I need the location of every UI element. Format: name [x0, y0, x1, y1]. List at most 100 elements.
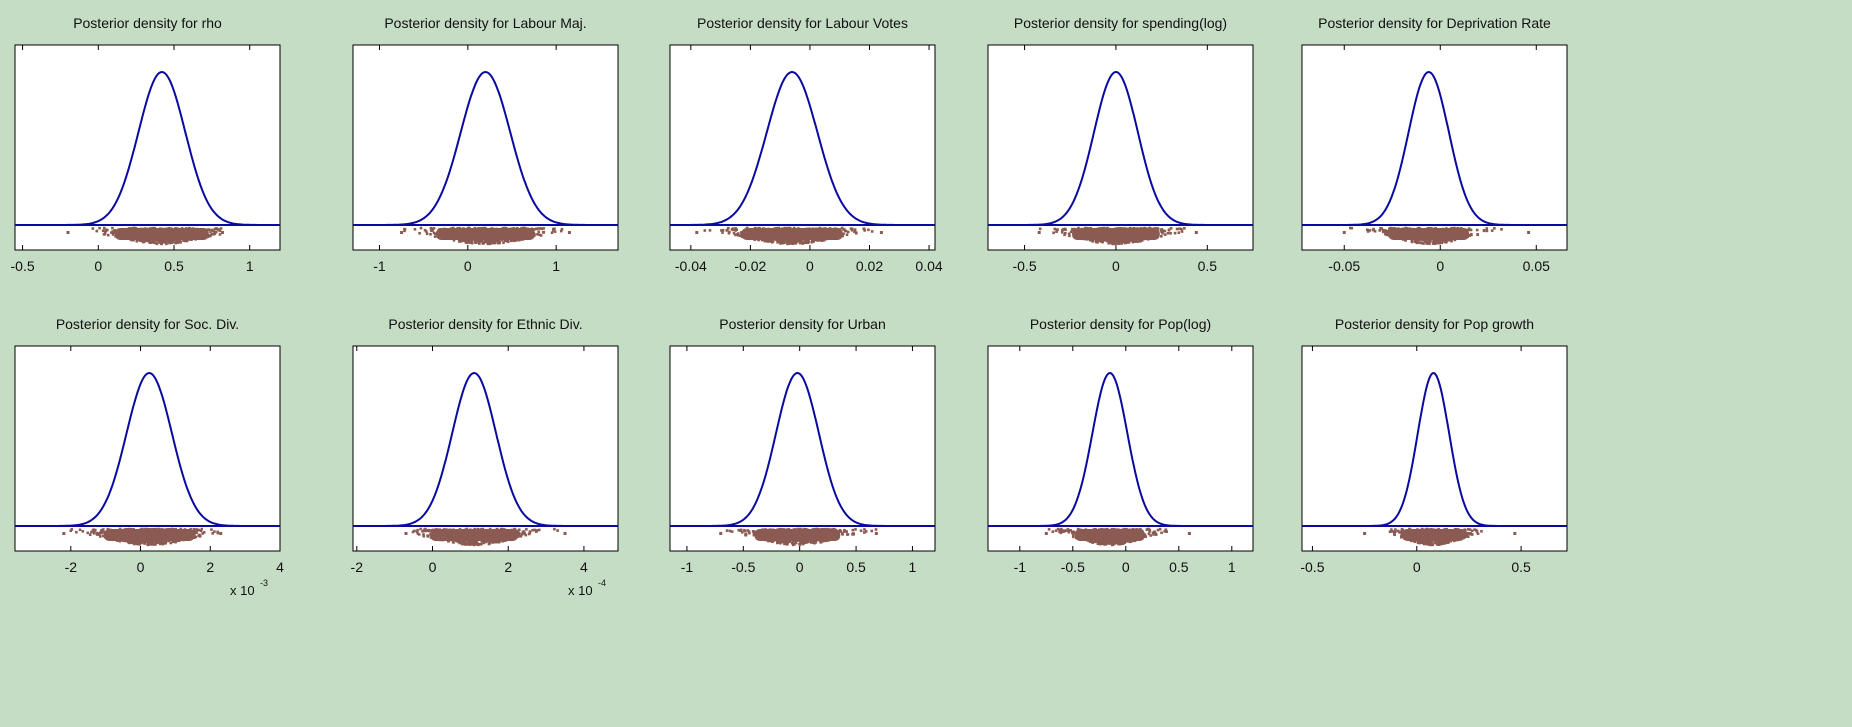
sample-point: [133, 542, 136, 545]
sample-point: [778, 240, 782, 243]
sample-point: [496, 241, 500, 245]
sample-point: [1112, 240, 1116, 243]
axis-multiplier-exponent: -3: [260, 578, 268, 588]
sample-point: [1485, 229, 1489, 233]
sample-point: [164, 541, 167, 545]
sample-point: [1123, 541, 1127, 544]
sample-point: [1038, 227, 1042, 231]
density-curve: [353, 70, 618, 226]
sample-point: [1125, 540, 1128, 543]
sample-point: [473, 240, 477, 244]
sample-point: [214, 230, 218, 234]
sample-point: [483, 238, 487, 242]
sample-point: [216, 530, 219, 534]
plot-area: [987, 44, 1254, 251]
sample-point: [813, 541, 816, 545]
sample-point: [452, 239, 456, 242]
sample-point: [490, 241, 493, 244]
sample-point: [429, 229, 433, 232]
axis-multiplier: x 10: [568, 583, 593, 598]
sample-point: [795, 240, 798, 243]
sample-point: [531, 528, 534, 532]
sample-point: [781, 241, 784, 245]
sample-point: [154, 543, 157, 546]
sample-point: [751, 530, 755, 533]
sample-point: [138, 542, 141, 546]
sample-point: [1422, 242, 1425, 245]
sample-point: [1438, 240, 1441, 243]
x-tick-label: 0: [806, 258, 814, 274]
sample-point: [1469, 228, 1473, 232]
sample-point: [731, 227, 735, 230]
sample-point: [743, 529, 747, 533]
x-tick-label: 0: [1112, 258, 1120, 274]
sample-point: [101, 528, 105, 532]
sample-point: [1053, 227, 1057, 231]
sample-point: [1060, 529, 1063, 533]
sample-point: [419, 226, 423, 230]
sample-point: [66, 231, 70, 234]
sample-point: [1052, 231, 1055, 235]
sample-point: [874, 528, 878, 531]
sample-point: [520, 533, 524, 536]
sample-point: [185, 239, 189, 243]
sample-point: [216, 228, 220, 232]
sample-point: [1194, 231, 1198, 234]
sample-point: [70, 528, 74, 531]
sample-point: [467, 240, 471, 244]
sample-point: [1450, 239, 1453, 243]
sample-point: [553, 227, 556, 230]
plot-area: [14, 44, 281, 251]
sample-point: [536, 227, 540, 230]
sample-point: [98, 226, 101, 230]
sample-point: [176, 241, 180, 244]
density-curve: [15, 70, 280, 226]
sample-point: [534, 227, 538, 231]
plot-area: [352, 44, 619, 251]
sample-point: [536, 232, 539, 236]
sample-point: [539, 234, 543, 237]
sample-point: [1485, 227, 1489, 230]
sample-point: [1175, 227, 1179, 231]
sample-point: [481, 242, 485, 245]
sample-point: [486, 242, 490, 246]
sample-point: [864, 530, 868, 533]
sample-point: [1123, 240, 1126, 243]
sample-point: [870, 529, 874, 533]
sample-point: [821, 539, 824, 543]
sample-point: [542, 227, 545, 230]
sample-point: [560, 227, 564, 231]
sample-point: [423, 228, 427, 232]
sample-point: [1163, 529, 1166, 533]
sample-point: [1165, 530, 1168, 534]
sample-point: [460, 542, 464, 546]
sample-point: [1054, 529, 1058, 532]
sample-point: [129, 541, 133, 544]
sample-point: [867, 228, 870, 232]
sample-point: [874, 532, 878, 535]
sample-point: [413, 529, 416, 533]
sample-point: [791, 242, 795, 246]
sample-point: [1439, 239, 1443, 243]
sample-point: [1160, 230, 1163, 233]
sample-point: [1059, 531, 1063, 535]
sample-point: [1383, 229, 1386, 232]
axis-multiplier-exponent: -4: [598, 578, 606, 588]
sample-point: [1366, 230, 1370, 233]
sample-point: [429, 226, 433, 230]
sample-point: [200, 527, 204, 531]
sample-point: [721, 231, 724, 234]
sample-point: [728, 529, 732, 533]
density-curve: [988, 70, 1253, 226]
sample-point: [859, 529, 863, 533]
sample-point: [1428, 242, 1431, 245]
sample-point: [1121, 542, 1125, 545]
sample-band: [1074, 529, 1145, 541]
sample-point: [159, 541, 162, 545]
sample-point: [1156, 528, 1160, 532]
sample-point: [1423, 240, 1427, 244]
x-tick-label: -1: [1014, 559, 1027, 575]
sample-point: [1425, 242, 1429, 245]
sample-point: [845, 530, 848, 533]
sample-point: [425, 232, 429, 236]
